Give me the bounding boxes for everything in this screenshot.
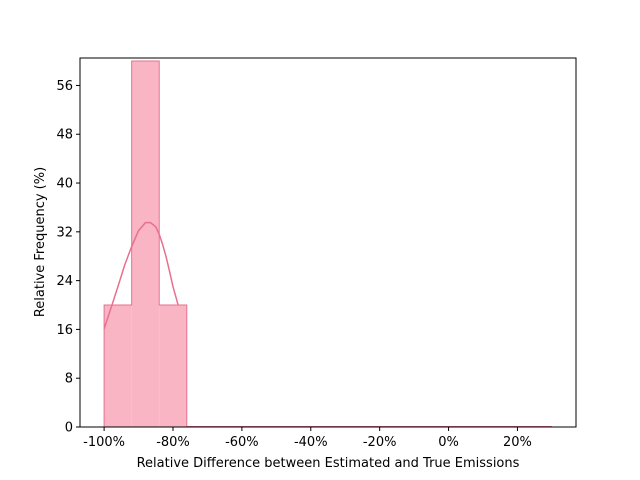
x-tick-label: -20% — [363, 435, 397, 450]
histogram-outline — [103, 60, 188, 427]
axis-ticks: -100% -80% -60% -40% -20% 0% 20% 0 8 16 24 32 40 48 56 — [56, 79, 531, 450]
y-tick-label: 40 — [56, 177, 73, 192]
x-tick-label: -60% — [225, 435, 259, 450]
y-tick-label: 0 — [65, 421, 73, 436]
y-axis-title: Relative Frequency (%) — [33, 167, 48, 317]
kde-line — [103, 221, 179, 330]
y-tick-label: 48 — [56, 128, 73, 143]
y-tick-label: 32 — [56, 225, 73, 240]
y-tick-label: 24 — [56, 274, 73, 289]
histogram-bar — [131, 61, 160, 427]
plot-area — [79, 57, 577, 428]
y-tick-label: 16 — [56, 323, 73, 338]
y-tick-label: 56 — [56, 79, 73, 94]
x-tick-label: 0% — [438, 435, 459, 450]
x-axis-title: Relative Difference between Estimated an… — [137, 456, 520, 471]
x-tick-label: -40% — [294, 435, 328, 450]
histogram-bar — [104, 305, 132, 427]
histogram-bar — [159, 305, 187, 427]
y-tick-label: 8 — [65, 372, 73, 387]
x-tick-label: 20% — [503, 435, 532, 450]
x-tick-label: -80% — [156, 435, 190, 450]
x-tick-label: -100% — [83, 435, 125, 450]
axes-frame — [79, 57, 577, 428]
